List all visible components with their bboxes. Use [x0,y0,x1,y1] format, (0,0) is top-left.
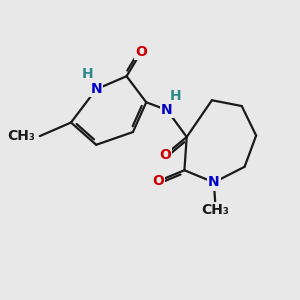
Text: N: N [208,176,220,189]
Text: N: N [161,103,173,117]
Text: H: H [82,67,93,81]
Text: N: N [90,82,102,96]
Text: H: H [170,89,182,103]
Text: CH₃: CH₃ [8,129,35,143]
Text: O: O [152,174,164,188]
Text: O: O [135,45,147,59]
Text: O: O [159,148,171,162]
Text: CH₃: CH₃ [202,203,230,217]
